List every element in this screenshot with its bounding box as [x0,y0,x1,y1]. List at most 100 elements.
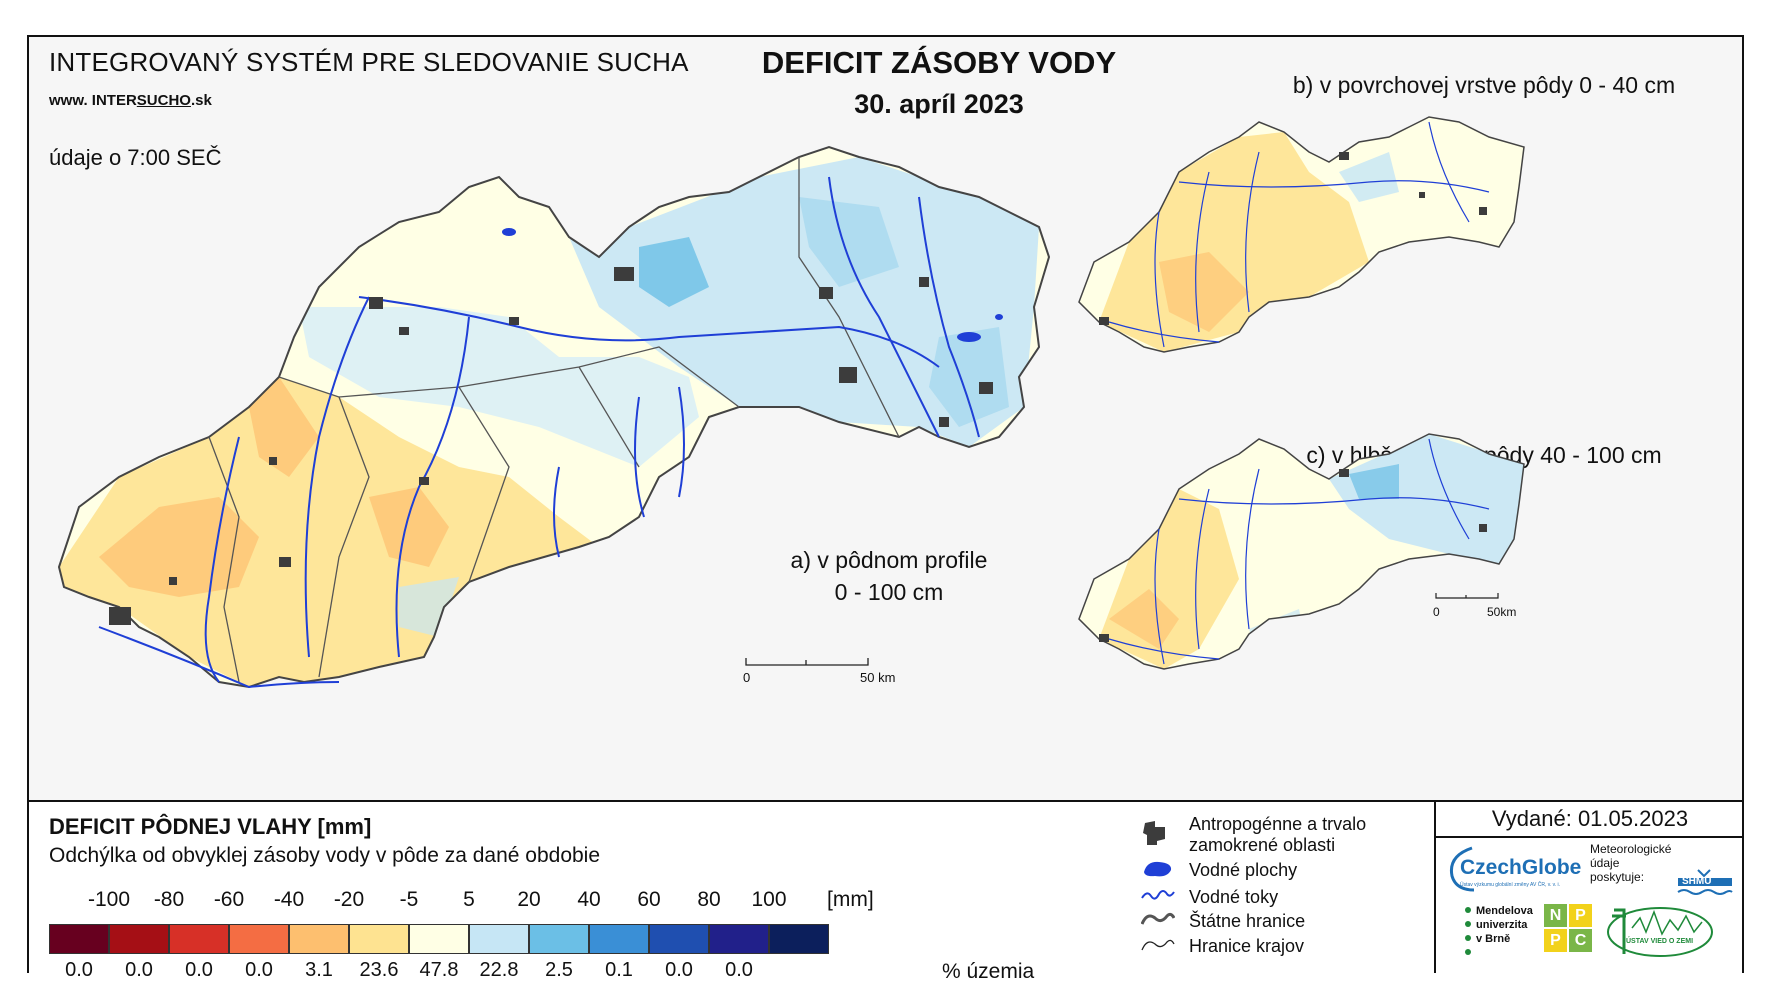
legend-tick: 100 [751,888,787,911]
shmu-wave-icon [1677,869,1733,895]
legend-swatch [409,924,469,954]
scale-bar-main [745,658,869,666]
nppc-c: C [1569,929,1592,952]
map-date: 30. apríl 2023 [854,89,1024,119]
scale-bar-main-start: 0 [743,670,751,685]
shmu-name: SHMÚ [1682,876,1712,887]
nppc-p2: P [1544,929,1567,952]
issued-date: Vydané: 01.05.2023 [1436,802,1744,838]
legend-tick: -60 [213,888,245,911]
czechglobe-subtitle: Ústav výzkumu globální změny AV ČR, v. v… [1460,882,1561,888]
river-icon [1141,890,1175,900]
mendelu-line1: Mendelova [1476,905,1533,917]
legend-percent: 0.0 [185,959,213,981]
water-body-icon [1144,861,1172,877]
region-border-icon [1141,939,1175,951]
map-frame: INTEGROVANÝ SYSTÉM PRE SLEDOVANIE SUCHA … [27,35,1744,983]
mendelu-logo[interactable]: Mendelova univerzita v Brně [1446,902,1536,962]
symbol-urban-line2: zamokrené oblasti [1189,835,1336,855]
legend-percent: 2.5 [545,959,573,981]
symbol-urban-line1: Antropogénne a trvalo [1189,814,1367,834]
main-title: DEFICIT ZÁSOBY VODY [761,45,1117,80]
scale-bar-main-end: 50 km [860,670,896,685]
legend-swatch [49,924,109,954]
scale-bar-small [1435,593,1499,599]
symbol-state-border-label: Štátne hranice [1189,911,1306,931]
legend-percent: 3.1 [305,959,333,981]
legend-percent: 47.8 [419,959,459,981]
legend-swatch [769,924,829,954]
nppc-logo[interactable]: N P P C [1544,904,1592,952]
map-b-label: b) v povrchovej vrstve pôdy 0 - 40 cm [1292,72,1676,98]
website-logo-a: INTER [91,92,137,109]
website-prefix: www. [49,92,92,109]
legend-swatch [289,924,349,954]
map-b-topsoil [1078,116,1525,353]
urban-area-icon [1143,821,1165,845]
legend-swatch [229,924,289,954]
map-a-label-line2: 0 - 100 cm [834,579,944,605]
legend-percent: 0.0 [65,959,93,981]
legend-subtitle: Odchýlka od obvyklej zásoby vody v pôde … [49,844,601,867]
symbol-water-label: Vodné plochy [1189,860,1298,880]
legend-tick: -80 [153,888,185,911]
website-link[interactable]: www. INTERSUCHO.sk [49,92,212,109]
legend-tick: -40 [273,888,305,911]
issue-box: Vydané: 01.05.2023 CzechGlobe Ústav výzk… [1434,802,1744,973]
uvz-emblem-icon [1607,907,1713,957]
legend-percent: 22.8 [479,959,519,981]
symbol-urban-label: Antropogénne a trvalo zamokrené oblasti [1189,814,1366,856]
state-border-icon [1141,912,1175,925]
shmu-logo[interactable]: SHMÚ [1676,868,1734,898]
met-data-note: Meteorologické údaje poskytuje: [1590,842,1671,884]
website-logo-b: SUCHO [136,92,191,109]
legend-tick: 20 [517,888,541,911]
symbol-river-label: Vodné toky [1189,887,1279,907]
met-data-line3: poskytuje: [1590,870,1645,884]
legend-swatch [469,924,529,954]
legend-percent: 0.1 [605,959,633,981]
met-data-line2: údaje [1590,856,1620,870]
legend-tick: 40 [577,888,601,911]
mendelu-dots-icon [1465,907,1471,955]
uvz-name: ÚSTAV VIED O ZEMI [1626,938,1694,945]
nppc-p1: P [1569,904,1592,927]
legend-unit: [mm] [827,888,874,911]
legend-swatch [169,924,229,954]
percent-label: % územia [942,960,1035,983]
uvz-logo[interactable]: ÚSTAV VIED O ZEMI [1604,902,1736,964]
map-a-label-line1: a) v pôdnom profile [790,547,988,573]
legend-swatch [529,924,589,954]
legend-title: DEFICIT PÔDNEJ VLAHY [mm] [49,814,372,839]
legend-swatch [649,924,709,954]
legend-percent: 23.6 [359,959,399,981]
data-time-note: údaje o 7:00 SEČ [49,145,222,170]
mendelu-text: Mendelova univerzita v Brně [1476,904,1533,946]
legend-tick: -100 [87,888,131,911]
legend-tick: -20 [333,888,365,911]
website-suffix: .sk [190,92,212,109]
legend-tick: 80 [697,888,721,911]
map-a-soil-profile [57,145,1051,689]
legend-percent: 0.0 [725,959,753,981]
mendelu-line3: v Brně [1476,933,1511,945]
scale-bar-small-end: 50km [1487,605,1517,619]
czechglobe-name: CzechGlobe [1460,856,1582,879]
legend-swatch [709,924,769,954]
legend-tick: -5 [399,888,419,911]
legend-swatch [109,924,169,954]
map-c-subsoil [1078,433,1525,670]
legend-percent: 0.0 [665,959,693,981]
legend-swatch [589,924,649,954]
nppc-n: N [1544,904,1567,927]
mendelu-line2: univerzita [1476,919,1528,931]
legend-percent: 0.0 [125,959,153,981]
symbol-region-border-label: Hranice krajov [1189,936,1305,956]
legend-tick: 5 [463,888,475,911]
system-title: INTEGROVANÝ SYSTÉM PRE SLEDOVANIE SUCHA [49,47,689,77]
met-data-line1: Meteorologické [1590,842,1672,856]
legend-percent: 0.0 [245,959,273,981]
legend-swatch [349,924,409,954]
czechglobe-logo[interactable]: CzechGlobe Ústav výzkumu globální změny … [1446,844,1588,898]
scale-bar-small-start: 0 [1433,605,1440,619]
